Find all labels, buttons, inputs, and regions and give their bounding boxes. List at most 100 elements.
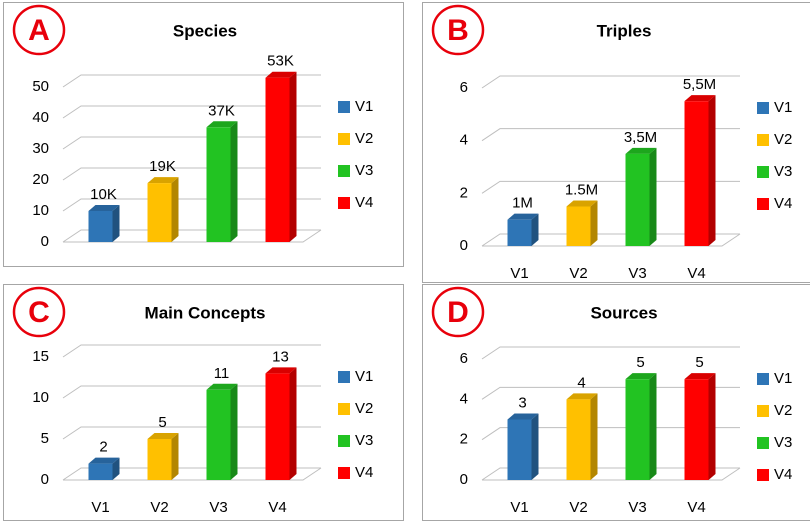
panel: D Sources 0 2 4 6 3 V1 V1 4 V2 V2 5 V3 V3 5 V4 V4 [422,284,810,521]
legend-swatch [757,198,769,210]
legend-swatch [757,405,769,417]
bar [625,153,650,246]
legend-label: V3 [774,163,792,180]
y-tick-label: 2 [460,431,468,448]
x-tick-label: V1 [510,499,528,516]
bar-side [171,177,179,242]
grid-line [481,75,740,89]
y-tick-label: 4 [460,390,468,407]
bar [684,379,709,480]
y-tick-label: 15 [32,348,49,365]
legend-label: V1 [355,98,373,115]
letter-circle [12,286,66,338]
bar-side [230,121,238,242]
letter-circle [12,4,66,56]
bar-side [112,205,120,242]
data-label: 2 [99,439,107,456]
grid-line [62,136,321,150]
x-tick-label: V1 [510,265,528,282]
grid-line [62,167,321,181]
bar-top [147,433,179,439]
legend-label: V3 [355,432,373,449]
y-tick-label: 4 [460,132,468,149]
grid-line [481,386,740,400]
bar-side [289,71,297,242]
bar-side [289,367,297,480]
data-label: 5,5M [683,76,716,93]
x-tick-label: V4 [687,265,705,282]
y-tick-label: 2 [460,184,468,201]
data-label: 1.5M [565,181,598,198]
bar [507,219,532,246]
y-tick-label: 0 [41,233,49,250]
panel: A Species 0 10 20 30 40 50 10K V1 19K V2 37K V3 53K V4 [3,2,404,267]
legend-swatch [338,435,350,447]
legend-swatch [757,437,769,449]
x-tick-label: V4 [268,499,286,516]
letter-circle [431,4,485,56]
data-label: 37K [208,102,235,119]
data-label: 5 [158,414,166,431]
legend-swatch [338,403,350,415]
legend-label: V2 [355,400,373,417]
legend-label: V2 [355,130,373,147]
bar-top [684,373,716,380]
panel-letter: C [28,296,50,329]
bar-top [684,95,716,102]
bar-top [566,200,598,207]
bar-top [265,367,297,374]
legend-label: V1 [355,368,373,385]
bar-top [265,71,297,78]
bar-top [625,147,657,154]
grid-line [481,180,740,194]
bar [147,439,172,480]
bar [88,211,113,242]
bar-side [708,95,716,247]
legend-label: V1 [774,99,792,116]
grid-line [62,344,321,358]
bar-top [88,205,120,211]
floor [63,229,322,243]
bar-top [206,121,238,128]
panel-letter: D [447,296,469,329]
legend-swatch [338,371,350,383]
legend-swatch [757,373,769,385]
bar-side [171,433,179,480]
legend-label: V4 [355,464,373,481]
y-tick-label: 5 [41,430,49,447]
x-tick-label: V2 [569,499,587,516]
data-label: 5 [695,354,703,371]
grid-line [481,346,740,360]
floor [482,233,741,247]
legend-swatch [338,197,350,209]
x-tick-label: V2 [569,265,587,282]
legend-swatch [338,165,350,177]
bar-side [590,200,598,246]
x-tick-label: V3 [209,499,227,516]
bar-side [708,373,716,480]
panel-border [422,2,810,283]
legend-label: V2 [774,402,792,419]
grid-line [481,467,740,481]
y-tick-label: 6 [460,350,468,367]
legend-swatch [338,133,350,145]
y-tick-label: 40 [32,109,49,126]
legend-swatch [338,101,350,113]
bar-side [649,373,657,480]
bar-top [88,457,120,464]
y-tick-label: 6 [460,79,468,96]
panel-border [422,284,810,521]
legend-swatch [757,102,769,114]
letter-circle [431,286,485,338]
y-tick-label: 50 [32,78,49,95]
panel-border [3,2,404,267]
legend-swatch [757,134,769,146]
bar-side [649,147,657,246]
data-label: 3,5M [624,129,657,146]
legend-swatch [757,469,769,481]
y-tick-label: 0 [41,471,49,488]
bar [566,206,591,246]
data-label: 5 [636,354,644,371]
y-tick-label: 30 [32,140,49,157]
x-tick-label: V3 [628,499,646,516]
